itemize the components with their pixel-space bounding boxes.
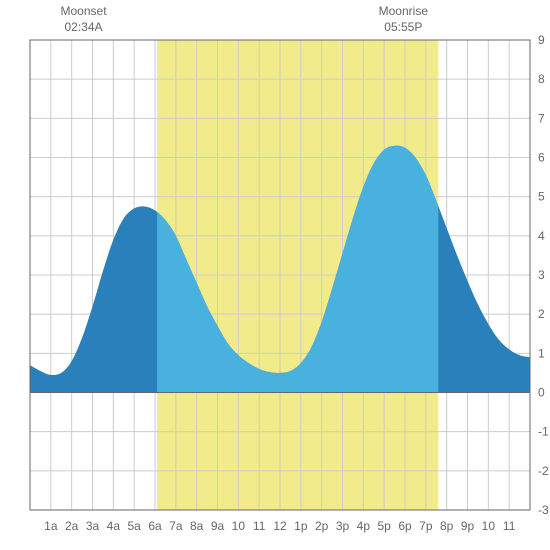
svg-text:8a: 8a xyxy=(190,519,204,533)
tide-chart: -3-2-101234567891a2a3a4a5a6a7a8a9a101112… xyxy=(0,0,550,550)
moonset-label: Moonset xyxy=(44,4,124,20)
svg-text:4a: 4a xyxy=(107,519,121,533)
svg-text:3: 3 xyxy=(538,268,545,282)
svg-text:7a: 7a xyxy=(169,519,183,533)
svg-text:1a: 1a xyxy=(44,519,58,533)
chart-svg: -3-2-101234567891a2a3a4a5a6a7a8a9a101112… xyxy=(0,0,550,550)
svg-text:8: 8 xyxy=(538,72,545,86)
svg-text:5p: 5p xyxy=(377,519,391,533)
svg-text:2p: 2p xyxy=(315,519,329,533)
svg-text:11: 11 xyxy=(503,519,516,533)
svg-text:2: 2 xyxy=(538,307,545,321)
svg-text:10: 10 xyxy=(482,519,496,533)
svg-text:5: 5 xyxy=(538,190,545,204)
svg-text:5a: 5a xyxy=(127,519,141,533)
svg-text:7: 7 xyxy=(538,111,545,125)
svg-text:2a: 2a xyxy=(65,519,79,533)
svg-text:-1: -1 xyxy=(538,425,549,439)
svg-text:4p: 4p xyxy=(357,519,371,533)
moonset-annotation: Moonset 02:34A xyxy=(44,4,124,35)
svg-text:0: 0 xyxy=(538,386,545,400)
moonset-time: 02:34A xyxy=(44,20,124,36)
moonrise-label: Moonrise xyxy=(363,4,443,20)
svg-text:6a: 6a xyxy=(148,519,162,533)
svg-text:3a: 3a xyxy=(86,519,100,533)
svg-text:6p: 6p xyxy=(398,519,412,533)
moonrise-annotation: Moonrise 05:55P xyxy=(363,4,443,35)
svg-text:11: 11 xyxy=(253,519,266,533)
svg-text:12: 12 xyxy=(273,519,287,533)
svg-text:7p: 7p xyxy=(419,519,433,533)
svg-text:4: 4 xyxy=(538,229,545,243)
svg-text:-3: -3 xyxy=(538,503,549,517)
svg-text:10: 10 xyxy=(232,519,246,533)
svg-text:3p: 3p xyxy=(336,519,350,533)
svg-text:-2: -2 xyxy=(538,464,549,478)
moonrise-time: 05:55P xyxy=(363,20,443,36)
svg-text:9a: 9a xyxy=(211,519,225,533)
svg-text:8p: 8p xyxy=(440,519,454,533)
svg-text:9: 9 xyxy=(538,33,545,47)
svg-text:1p: 1p xyxy=(294,519,308,533)
svg-text:9p: 9p xyxy=(461,519,475,533)
svg-text:1: 1 xyxy=(538,346,545,360)
svg-text:6: 6 xyxy=(538,151,545,165)
